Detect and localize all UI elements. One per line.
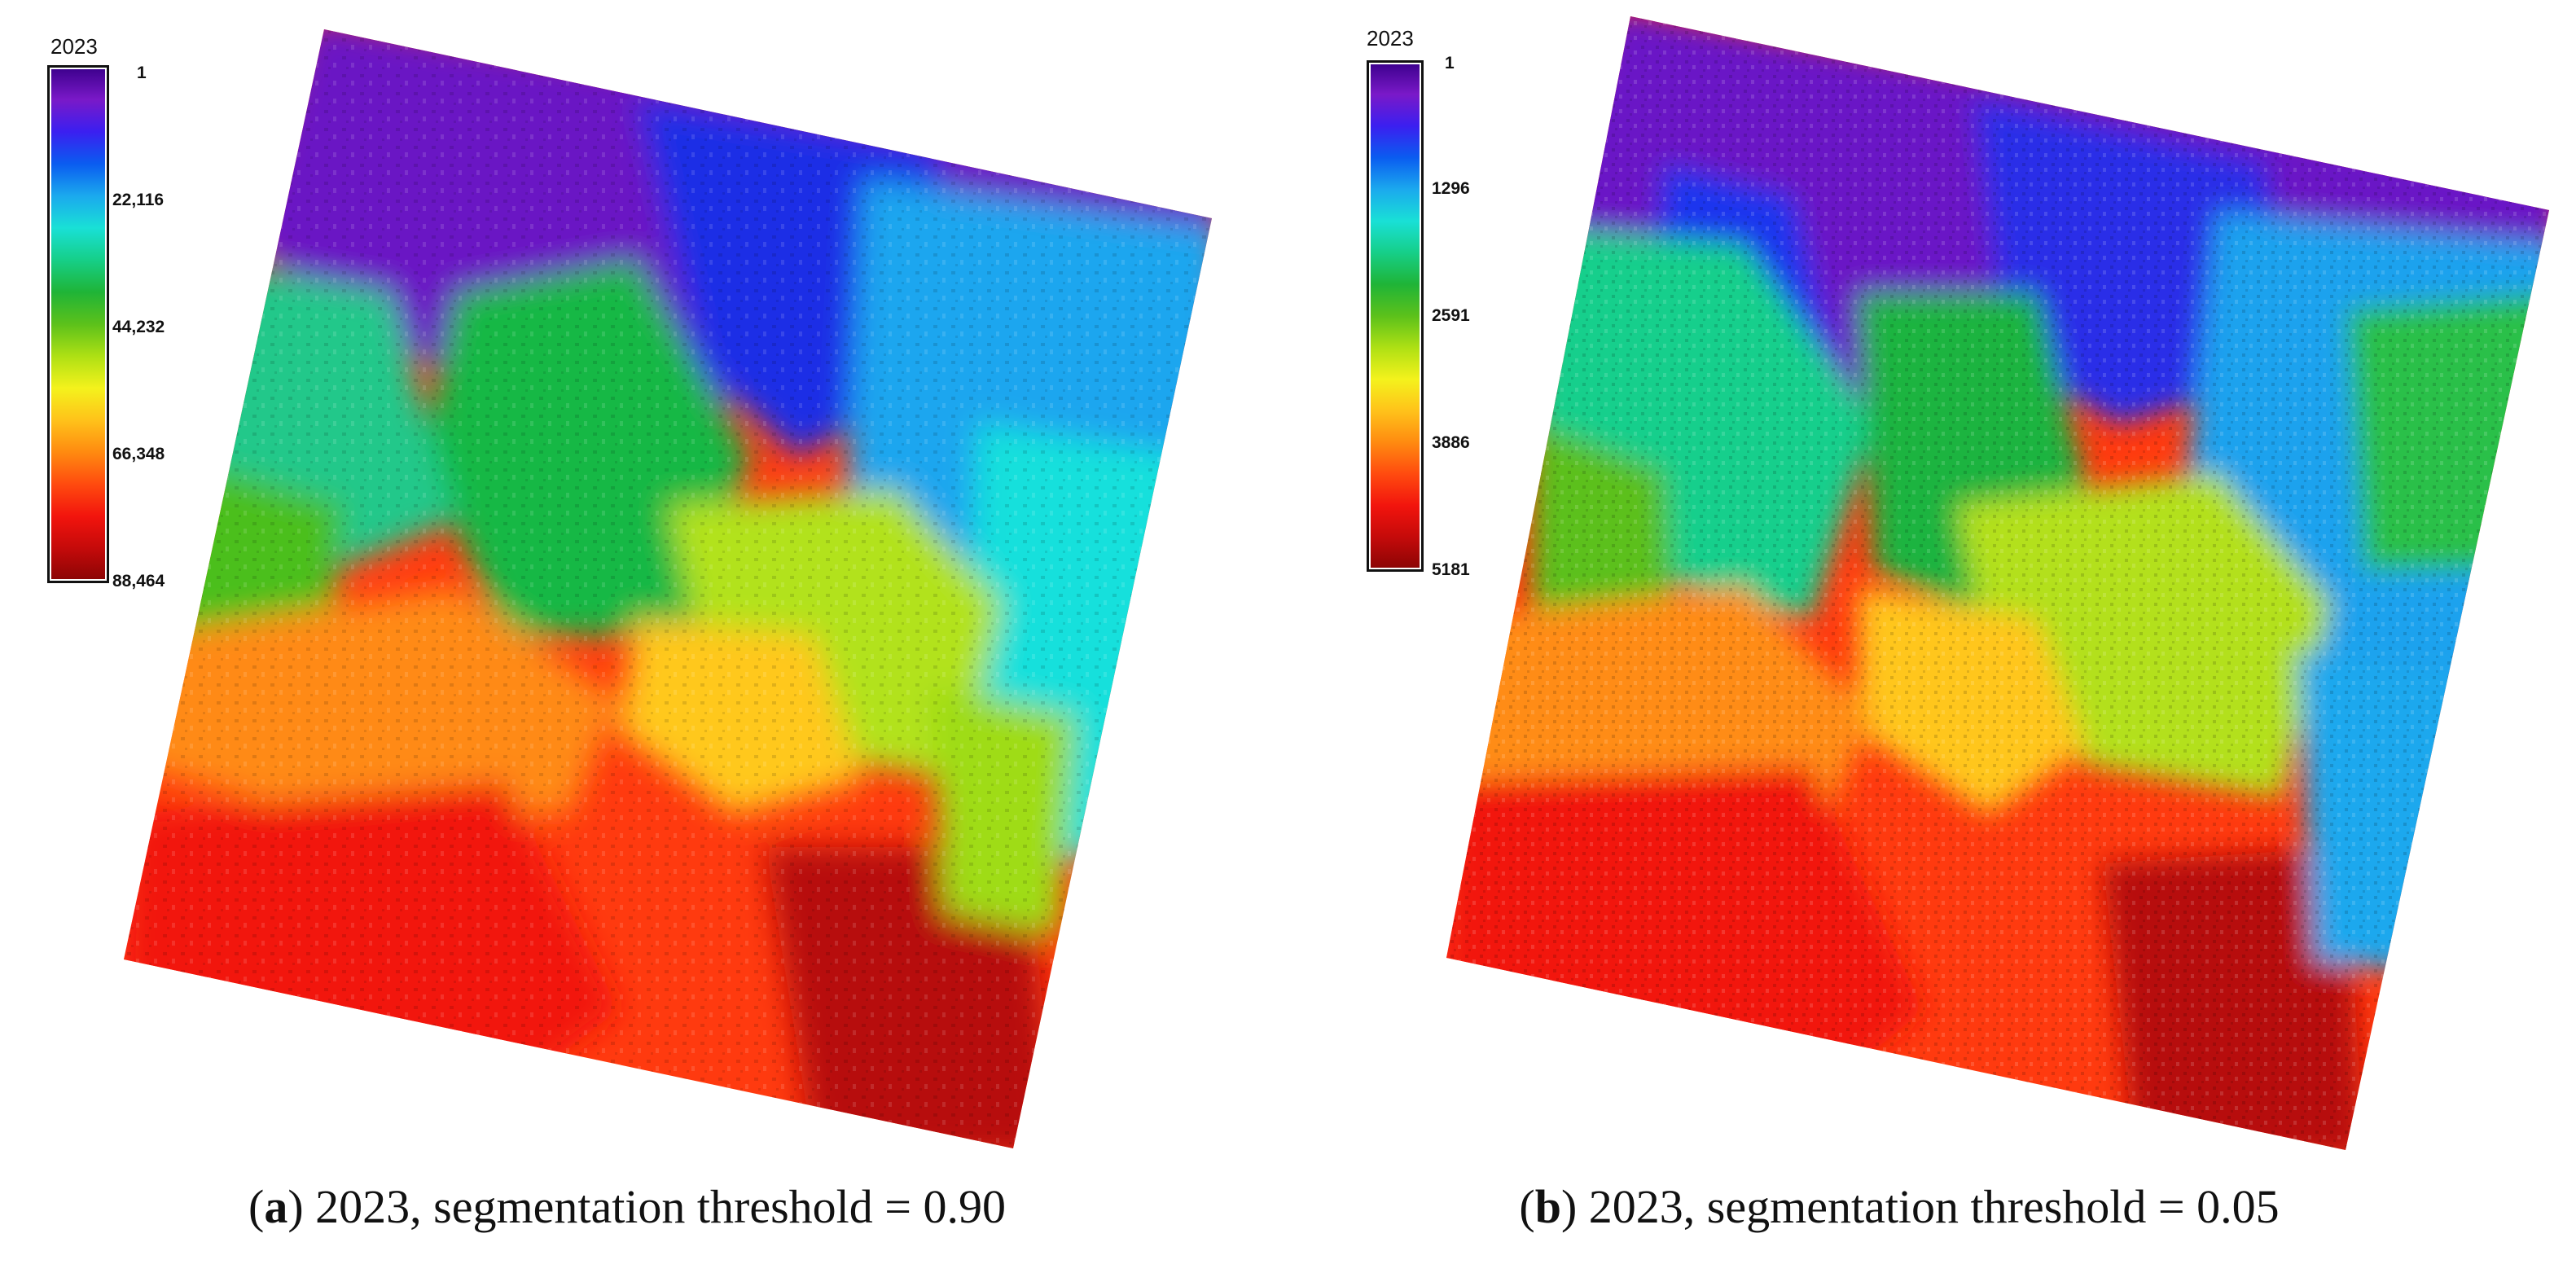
legend-tick: 1 <box>1445 54 1455 72</box>
caption-letter: a <box>264 1180 288 1233</box>
caption-b: (b) 2023, segmentation threshold = 0.05 <box>1519 1180 2280 1233</box>
legend-tick: 88,464 <box>112 572 165 590</box>
legend-colorbar <box>1367 60 1424 572</box>
legend-tick: 22,116 <box>112 191 165 209</box>
segmentation-map-a <box>124 29 1212 1148</box>
legend-tick: 66,348 <box>112 445 165 463</box>
legend-tick: 44,232 <box>112 318 165 336</box>
legend-tick: 5181 <box>1432 560 1470 579</box>
legend-colorbar <box>47 65 109 583</box>
legend-tick: 1 <box>137 64 147 82</box>
caption-letter: b <box>1534 1180 1561 1233</box>
panel-a: 2023 1 22,116 44,232 66,348 88,464 (a) 2… <box>47 29 1212 1233</box>
legend-title: 2023 <box>50 34 98 59</box>
legend-tick: 3886 <box>1432 433 1470 452</box>
legend-tick: 1296 <box>1432 179 1470 198</box>
panel-b: 2023 1 1296 2591 3886 5181 (b) 2023, seg… <box>1288 0 2576 1273</box>
caption-text: ) 2023, segmentation threshold = 0.90 <box>287 1180 1006 1233</box>
legend-tick: 2591 <box>1432 306 1470 325</box>
caption-text: ) 2023, segmentation threshold = 0.05 <box>1560 1180 2280 1233</box>
segmentation-map-b <box>1446 16 2549 1150</box>
caption-a: (a) 2023, segmentation threshold = 0.90 <box>248 1180 1006 1233</box>
legend-title: 2023 <box>1367 26 1414 50</box>
